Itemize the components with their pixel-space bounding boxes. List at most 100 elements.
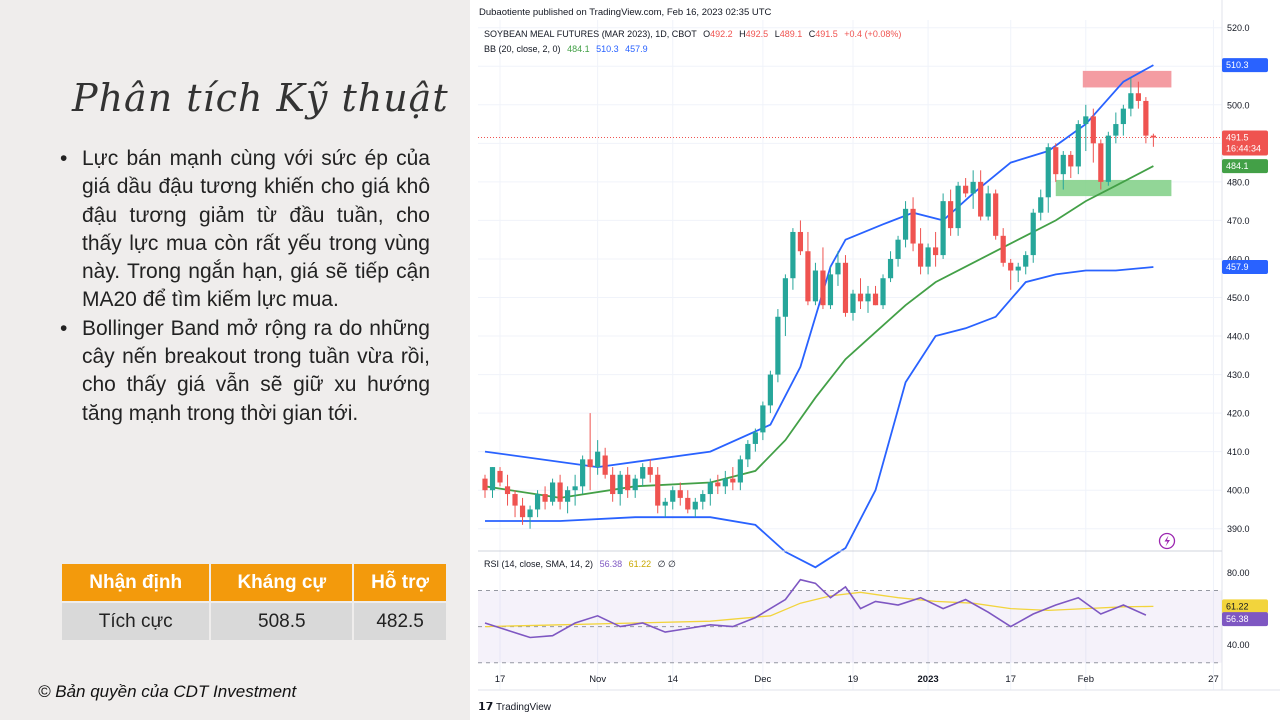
- candle-body: [610, 474, 616, 495]
- countdown-tag: 16:44:34: [1226, 144, 1261, 154]
- candle-body: [1053, 147, 1059, 175]
- rsi-label: RSI (14, close, SMA, 14, 2): [484, 559, 593, 569]
- high-value: 492.5: [746, 29, 769, 39]
- candle-body: [1128, 93, 1134, 109]
- low-value: 489.1: [780, 29, 803, 39]
- price-tick-label: 460.0: [1227, 254, 1250, 264]
- price-tick-label: 390.0: [1227, 524, 1250, 534]
- candle-body: [1113, 124, 1119, 136]
- candle-body: [565, 490, 571, 502]
- bb-upper-value: 510.3: [596, 44, 619, 54]
- candle-body: [760, 405, 766, 433]
- rsi-value: 56.38: [600, 559, 623, 569]
- candle-body: [782, 278, 788, 317]
- price-tick-label: 480.0: [1227, 177, 1250, 187]
- rsi-tick-label: 40.00: [1227, 640, 1250, 650]
- candle-body: [1150, 135, 1156, 138]
- bb-basis-value: 484.1: [567, 44, 590, 54]
- candle-body: [1120, 108, 1126, 125]
- chart-canvas[interactable]: 520.0510.0500.0490.0480.0470.0460.0450.0…: [470, 0, 1280, 720]
- time-tick-label: 17: [495, 674, 506, 685]
- candle-body: [948, 201, 954, 229]
- candle-body: [527, 509, 533, 518]
- candle-body: [850, 293, 856, 313]
- candle-body: [542, 494, 548, 502]
- change-value: +0.4 (+0.08%): [844, 29, 901, 39]
- candle-body: [549, 482, 556, 502]
- candle-body: [677, 490, 683, 498]
- candle-body: [775, 316, 781, 375]
- bb-lower-tag: 457.9: [1226, 262, 1249, 272]
- table-header-assessment: Nhận định: [62, 564, 210, 601]
- candle-body: [790, 231, 796, 279]
- candle-body: [1143, 100, 1149, 136]
- candle-body: [602, 455, 608, 475]
- candle-body: [910, 208, 916, 244]
- bb-upper-tag: 510.3: [1226, 60, 1249, 70]
- open-value: 492.2: [710, 29, 733, 39]
- candle-body: [625, 474, 631, 491]
- tradingview-logo-icon: 𝟭𝟳: [478, 701, 493, 713]
- bb-upper-tag-bg: [1222, 58, 1268, 73]
- bb-basis-tag-bg: [1222, 159, 1268, 174]
- rsi-pane: [478, 578, 1222, 664]
- candle-body: [722, 478, 728, 487]
- bb-legend[interactable]: BB (20, close, 2, 0) 484.1 510.3 457.9: [484, 44, 648, 54]
- candlesticks: [482, 77, 1156, 529]
- tradingview-logo: 𝟭𝟳 TradingView: [478, 701, 552, 713]
- symbol-label: SOYBEAN MEAL FUTURES (MAR 2023), 1D, CBO…: [484, 29, 697, 39]
- candle-body: [895, 239, 901, 259]
- candle-body: [1135, 93, 1141, 101]
- candle-body: [865, 293, 871, 302]
- candle-body: [963, 185, 969, 194]
- candle-body: [1098, 143, 1104, 182]
- time-tick-label: 14: [667, 674, 678, 685]
- candle-body: [970, 181, 976, 194]
- candle-body: [955, 185, 961, 229]
- candle-body: [1038, 197, 1044, 213]
- price-tick-label: 420.0: [1227, 409, 1250, 419]
- candle-body: [993, 193, 999, 236]
- support-zone: [1055, 179, 1172, 197]
- candle-body: [767, 374, 773, 406]
- bullet-item: Bollinger Band mở rộng ra do những cây n…: [58, 315, 430, 428]
- candle-body: [580, 459, 586, 487]
- time-tick-label: 27: [1208, 674, 1219, 685]
- publisher-line: Dubaotiente published on TradingView.com…: [479, 7, 772, 18]
- ohlc-legend: SOYBEAN MEAL FUTURES (MAR 2023), 1D, CBO…: [484, 29, 901, 39]
- candle-body: [715, 482, 721, 487]
- candle-body: [497, 470, 503, 483]
- replay-icon[interactable]: [1158, 532, 1176, 550]
- bb-label: BB (20, close, 2, 0): [484, 44, 561, 54]
- time-tick-label: 19: [848, 674, 859, 685]
- rsi-line: [484, 578, 1147, 639]
- candle-body: [730, 478, 736, 483]
- analysis-bullets: Lực bán mạnh cùng với sức ép của giá dầu…: [58, 145, 430, 428]
- candle-body: [572, 486, 578, 491]
- candle-body: [940, 201, 946, 256]
- candle-body: [827, 274, 834, 306]
- bb-basis-tag: 484.1: [1226, 161, 1249, 171]
- candle-body: [880, 278, 886, 306]
- candle-body: [700, 494, 706, 502]
- rsi-legend[interactable]: RSI (14, close, SMA, 14, 2) 56.38 61.22 …: [484, 559, 676, 569]
- candle-body: [872, 293, 879, 306]
- candle-body: [1075, 124, 1081, 167]
- candle-body: [655, 474, 661, 506]
- candle-body: [647, 467, 653, 475]
- candle-body: [1015, 266, 1021, 271]
- candle-body: [617, 474, 623, 495]
- rsi-ma-tag-bg: [1222, 599, 1268, 614]
- bb-lower-line: [485, 266, 1154, 569]
- tradingview-chart[interactable]: 520.0510.0500.0490.0480.0470.0460.0450.0…: [470, 0, 1280, 720]
- candle-body: [797, 231, 804, 252]
- price-tick-label: 500.0: [1227, 100, 1250, 110]
- candle-body: [887, 258, 894, 279]
- candle-body: [557, 482, 563, 502]
- candle-body: [857, 293, 864, 302]
- analysis-panel: Phân tích Kỹ thuật Lực bán mạnh cùng với…: [0, 0, 470, 720]
- candle-body: [504, 486, 511, 495]
- candle-body: [805, 251, 811, 302]
- close-label: C: [809, 29, 816, 39]
- price-tick-label: 400.0: [1227, 486, 1250, 496]
